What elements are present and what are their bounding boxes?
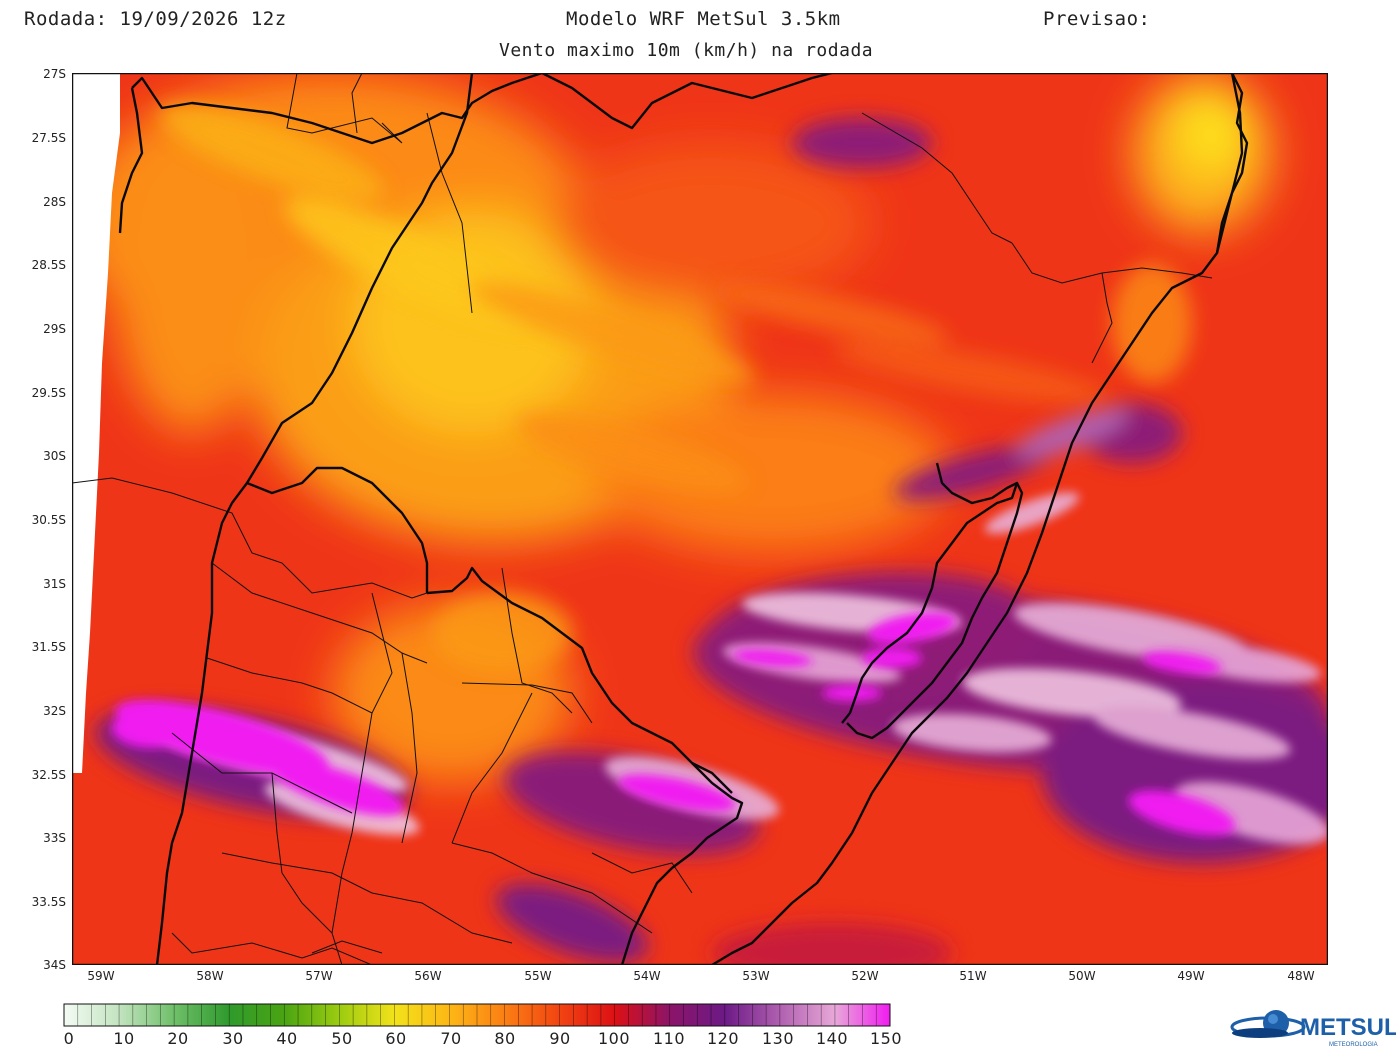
lon-label: 48W bbox=[1287, 969, 1315, 983]
lat-label: 30.5S bbox=[31, 513, 66, 527]
colorbar-label: 10 bbox=[113, 1029, 135, 1048]
colorbar-label: 130 bbox=[761, 1029, 795, 1048]
no-data-area bbox=[72, 73, 120, 773]
lat-label: 33.5S bbox=[31, 895, 66, 909]
lat-label: 31S bbox=[43, 577, 66, 591]
lat-label: 30S bbox=[43, 449, 66, 463]
lat-label: 27S bbox=[43, 67, 66, 81]
lon-label: 58W bbox=[196, 969, 224, 983]
colorbar-label: 150 bbox=[869, 1029, 903, 1048]
colorbar bbox=[63, 1003, 891, 1027]
lat-label: 34S bbox=[43, 958, 66, 972]
lat-label: 33S bbox=[43, 831, 66, 845]
logo-tagline: METEOROLOGIA bbox=[1329, 1042, 1378, 1048]
lon-label: 59W bbox=[87, 969, 115, 983]
lat-label: 31.5S bbox=[31, 640, 66, 654]
logo-name: METSUL bbox=[1300, 1014, 1396, 1041]
colorbar-label: 90 bbox=[549, 1029, 571, 1048]
colorbar-label: 30 bbox=[222, 1029, 244, 1048]
lon-label: 51W bbox=[959, 969, 987, 983]
colorbar-label: 0 bbox=[63, 1029, 75, 1048]
colorbar-label: 120 bbox=[706, 1029, 740, 1048]
colorbar-label: 40 bbox=[276, 1029, 298, 1048]
map-frame bbox=[72, 73, 1328, 965]
colorbar-label: 60 bbox=[385, 1029, 407, 1048]
lon-label: 55W bbox=[524, 969, 552, 983]
colorbar-frame bbox=[63, 1003, 891, 1027]
lon-label: 56W bbox=[414, 969, 442, 983]
colorbar-label: 110 bbox=[652, 1029, 686, 1048]
colorbar-label: 100 bbox=[597, 1029, 631, 1048]
peak-wind-cores bbox=[112, 612, 1236, 836]
colorbar-label: 70 bbox=[440, 1029, 462, 1048]
lat-label: 28S bbox=[43, 195, 66, 209]
lat-label: 29S bbox=[43, 322, 66, 336]
warm-streaks bbox=[158, 104, 1192, 673]
forecast-label: Previsao: bbox=[1043, 8, 1151, 30]
wind-map bbox=[72, 73, 1328, 965]
lat-label: 29.5S bbox=[31, 386, 66, 400]
lat-label: 28.5S bbox=[31, 258, 66, 272]
run-label: Rodada: 19/09/2026 12z bbox=[24, 8, 287, 30]
colorbar-label: 50 bbox=[331, 1029, 353, 1048]
lon-label: 50W bbox=[1068, 969, 1096, 983]
colorbar-label: 140 bbox=[815, 1029, 849, 1048]
lon-label: 54W bbox=[633, 969, 661, 983]
municipal-boundaries bbox=[72, 73, 1213, 965]
lon-label: 57W bbox=[305, 969, 333, 983]
state-borders bbox=[118, 73, 1249, 965]
lat-label: 27.5S bbox=[31, 131, 66, 145]
model-label: Modelo WRF MetSul 3.5km bbox=[566, 8, 841, 30]
metsul-logo: METSUL METEOROLOGIA bbox=[1230, 1010, 1396, 1048]
colorbar-label: 20 bbox=[167, 1029, 189, 1048]
lon-label: 49W bbox=[1177, 969, 1205, 983]
map-subtitle: Vento maximo 10m (km/h) na rodada bbox=[499, 40, 874, 61]
colorbar-label: 80 bbox=[494, 1029, 516, 1048]
lat-label: 32S bbox=[43, 704, 66, 718]
lat-label: 32.5S bbox=[31, 768, 66, 782]
lon-label: 53W bbox=[742, 969, 770, 983]
lon-label: 52W bbox=[851, 969, 879, 983]
